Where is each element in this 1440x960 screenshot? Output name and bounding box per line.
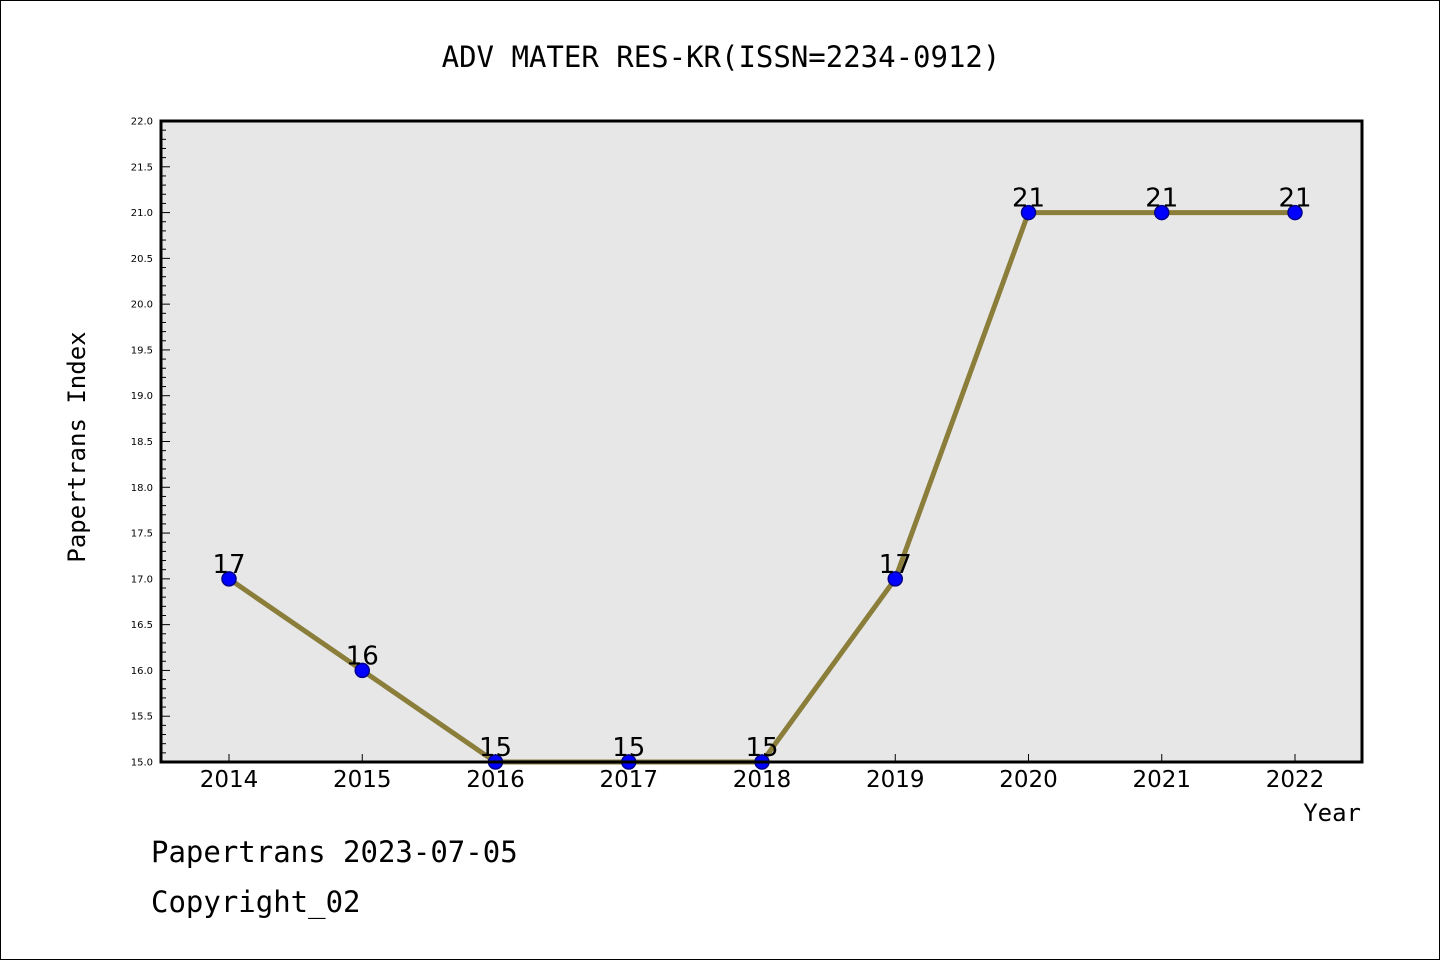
chart-title: ADV MATER RES-KR(ISSN=2234-0912) [442,40,1001,74]
data-point [887,571,903,587]
data-label: 17 [212,550,245,580]
x-tick-label: 2014 [200,767,259,793]
y-axis-label: Papertrans Index [63,331,91,562]
data-label: 15 [612,733,645,763]
y-tick-label: 18.5 [131,437,153,448]
y-tick-label: 19.0 [131,391,153,402]
data-label: 15 [745,733,778,763]
y-tick-label: 15.5 [131,712,153,723]
x-tick-label: 2017 [599,767,658,793]
y-tick-label: 17.0 [131,574,153,585]
x-axis-ticks: 2014 2015 2016 2017 2018 2019 2020 2021 2022 [200,754,1325,793]
data-label: 16 [346,641,379,671]
y-tick-label: 16.0 [131,666,153,677]
y-tick-label: 15.0 [131,758,153,769]
y-tick-label: 17.5 [131,529,153,540]
footer-copyright-line: Copyright_02 [151,885,361,919]
data-point [1154,204,1170,221]
y-tick-label: 19.5 [131,345,153,356]
x-tick-label: 2019 [866,767,925,793]
plot-frame [159,119,1364,764]
y-tick-label: 16.5 [131,620,153,631]
x-tick-label: 2016 [466,767,525,793]
x-tick-label: 2022 [1266,767,1325,793]
x-tick-label: 2015 [333,767,392,793]
data-label: 21 [1278,184,1311,214]
y-tick-label: 22.0 [131,117,153,128]
data-label: 15 [479,733,512,763]
data-point [354,662,370,679]
plot-area [161,121,1362,762]
y-tick-label: 20.5 [131,254,153,265]
x-tick-label: 2020 [999,767,1058,793]
data-label-layer: 17 16 15 15 15 17 21 21 21 [212,184,1311,763]
data-point [221,571,237,587]
y-tick-label: 21.5 [131,162,153,173]
footer-date-line: Papertrans 2023-07-05 [151,835,518,869]
data-point [1287,204,1303,221]
y-tick-label: 18.0 [131,483,153,494]
x-tick-label: 2018 [733,767,792,793]
data-label: 17 [879,550,912,580]
data-label: 21 [1145,184,1178,214]
x-axis-label: Year [1303,799,1361,827]
y-tick-label: 20.0 [131,300,153,311]
y-tick-label: 21.0 [131,208,153,219]
x-tick-label: 2021 [1132,767,1191,793]
data-point [1020,204,1037,221]
data-label: 21 [1012,184,1045,214]
